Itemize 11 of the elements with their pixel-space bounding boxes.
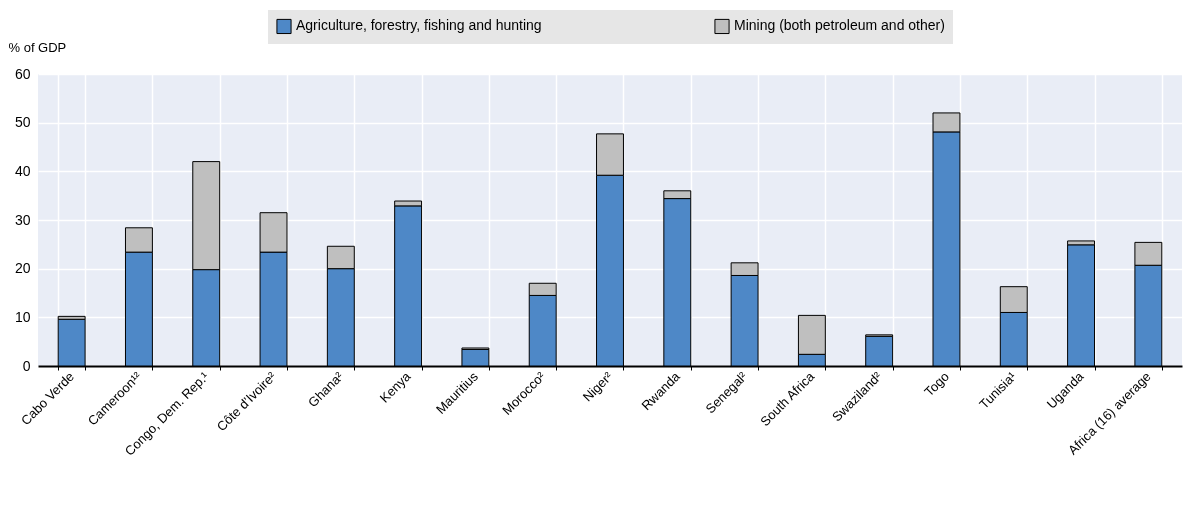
y-tick-label: 20 bbox=[14, 260, 31, 277]
legend-label: Mining (both petroleum and other) bbox=[734, 17, 945, 34]
y-axis-title: % of GDP bbox=[8, 39, 67, 55]
y-tick-label: 10 bbox=[14, 308, 31, 325]
y-tick-label: 40 bbox=[14, 162, 31, 179]
y-tick-label: 50 bbox=[14, 114, 31, 131]
y-tick-label: 30 bbox=[14, 211, 31, 228]
legend-label: Agriculture, forestry, fishing and hunting bbox=[296, 17, 542, 34]
x-tick-label: Togo bbox=[921, 368, 952, 400]
y-tick-label: 0 bbox=[22, 357, 31, 374]
y-tick-label: 60 bbox=[14, 65, 31, 82]
